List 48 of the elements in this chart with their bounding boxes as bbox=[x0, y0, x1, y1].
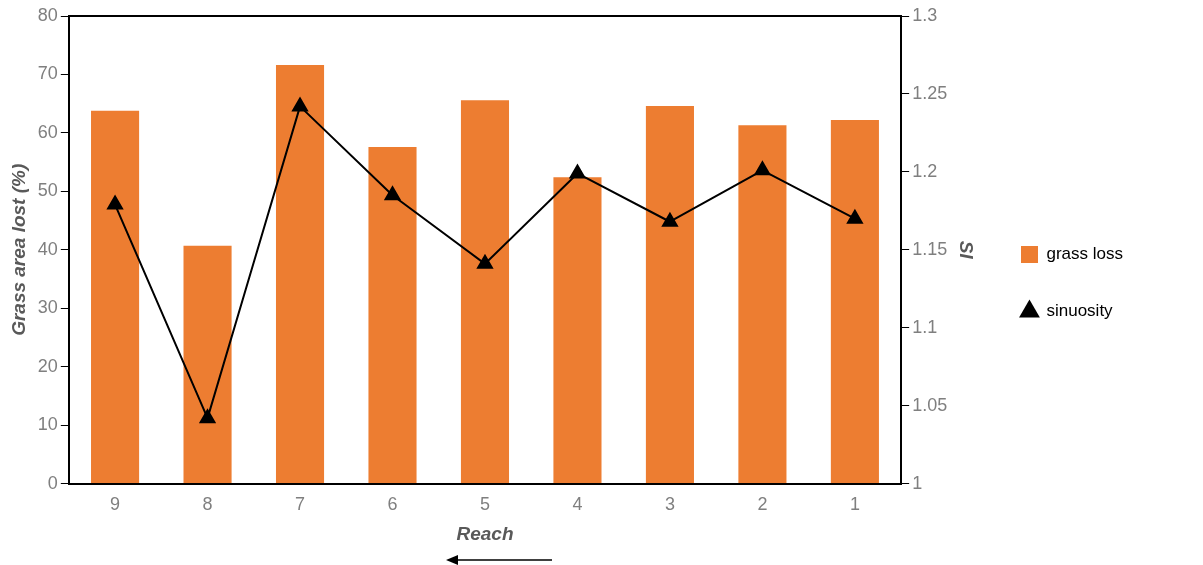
x-tick-label: 3 bbox=[664, 494, 675, 515]
bar bbox=[183, 245, 232, 484]
x-tick-label: 1 bbox=[849, 494, 860, 515]
bar bbox=[553, 177, 602, 484]
y-tick-label: 30 bbox=[37, 297, 58, 318]
point bbox=[846, 209, 863, 224]
point bbox=[569, 164, 586, 179]
y-tick-label: 0 bbox=[47, 472, 58, 493]
point bbox=[384, 186, 401, 201]
y2-tick-label: 1.15 bbox=[912, 238, 948, 259]
y2-tick-label: 1.05 bbox=[912, 394, 948, 415]
y2-tick-label: 1 bbox=[912, 472, 923, 493]
y-tick-label: 80 bbox=[37, 4, 58, 25]
point bbox=[477, 254, 493, 269]
bar bbox=[91, 110, 140, 484]
y-tick-label: 70 bbox=[37, 63, 58, 84]
y2-axis-title: SI bbox=[956, 240, 978, 260]
bar bbox=[645, 106, 694, 484]
y-tick-label: 50 bbox=[37, 180, 58, 201]
point bbox=[199, 409, 216, 424]
x-axis-title: Reach bbox=[456, 522, 514, 544]
x-tick-label: 5 bbox=[479, 494, 490, 515]
point bbox=[107, 195, 123, 210]
bar bbox=[275, 65, 325, 484]
legend-label: sinuosity bbox=[1046, 301, 1114, 321]
point bbox=[662, 212, 678, 227]
point bbox=[292, 97, 308, 112]
bar bbox=[368, 146, 417, 484]
y2-tick-label: 1.25 bbox=[912, 82, 948, 103]
x-tick-label: 9 bbox=[110, 494, 121, 515]
point bbox=[754, 161, 771, 176]
y-axis-title: Grass area lost (%) bbox=[7, 163, 29, 336]
x-tick-label: 4 bbox=[572, 494, 583, 515]
y-tick-label: 60 bbox=[37, 121, 58, 142]
legend-label: grass loss bbox=[1046, 244, 1124, 264]
y-tick-label: 40 bbox=[37, 238, 58, 259]
bar bbox=[830, 120, 879, 484]
x-tick-label: 6 bbox=[387, 494, 398, 515]
y2-tick-label: 1.2 bbox=[912, 160, 938, 181]
bar bbox=[738, 125, 787, 484]
bar bbox=[460, 100, 510, 484]
x-tick-label: 2 bbox=[757, 494, 768, 515]
y2-tick-label: 1.1 bbox=[912, 316, 938, 337]
x-tick-label: 8 bbox=[202, 494, 213, 515]
y2-tick-label: 1.3 bbox=[912, 4, 938, 25]
y-tick-label: 10 bbox=[37, 414, 58, 435]
y-tick-label: 20 bbox=[37, 355, 58, 376]
x-tick-label: 7 bbox=[295, 494, 306, 515]
